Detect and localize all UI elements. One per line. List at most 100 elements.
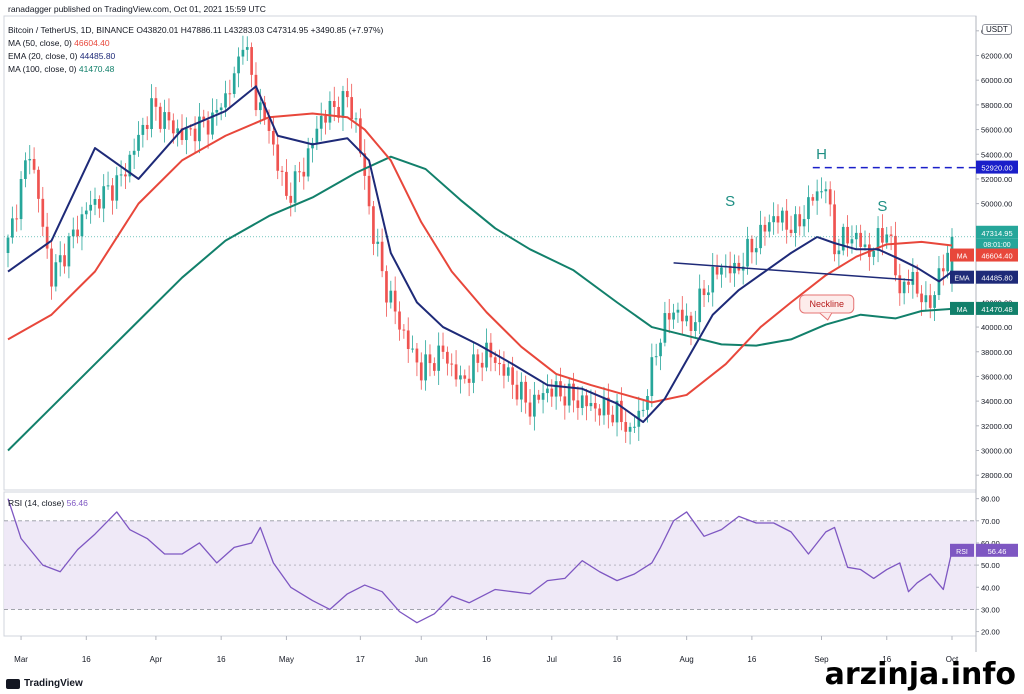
candle-body-34 <box>154 98 158 107</box>
candle-body-62 <box>276 144 280 171</box>
candle-body-33 <box>150 98 153 130</box>
candle-body-36 <box>163 112 166 129</box>
candle-body-72 <box>319 115 323 129</box>
candle-body-195 <box>854 232 858 240</box>
candle-body-101 <box>446 351 449 364</box>
candle-body-180 <box>789 229 793 234</box>
candle-body-22 <box>102 186 106 209</box>
candle-body-199 <box>872 250 876 257</box>
candle-body-12 <box>58 255 62 263</box>
candle-body-96 <box>424 354 427 381</box>
x-tick-label-8: Jul <box>547 655 557 664</box>
candle-body-92 <box>406 330 410 350</box>
legend-rsi-label: RSI (14, close) <box>8 498 65 508</box>
candle-body-111 <box>489 342 493 358</box>
candle-body-52 <box>232 73 236 94</box>
candle-body-116 <box>511 367 514 385</box>
head-annotation: H <box>816 146 827 163</box>
candle-body-65 <box>289 195 293 203</box>
ema20-badge-tag-bg <box>950 270 974 284</box>
candle-body-120 <box>528 402 532 417</box>
candle-body-192 <box>841 226 845 251</box>
candle-body-104 <box>459 375 462 380</box>
neckline-callout-tail <box>819 312 833 321</box>
candle-body-193 <box>846 226 849 244</box>
currency-button[interactable]: USDT <box>982 24 1012 35</box>
candle-body-105 <box>463 375 467 379</box>
x-tick-label-4: May <box>279 655 294 664</box>
candle-body-80 <box>354 118 358 120</box>
legend-ma50: MA (50, close, 0) 46604.40 <box>8 38 110 48</box>
last-price-badge-value: 47314.95 <box>981 229 1012 238</box>
candle-body-184 <box>807 197 810 220</box>
price-tick-label-15: 58000.00 <box>981 101 1012 110</box>
candle-body-86 <box>380 241 384 272</box>
candle-body-85 <box>376 241 380 244</box>
price-tick-label-12: 52000.00 <box>981 175 1012 184</box>
price-tick-label-1: 30000.00 <box>981 447 1012 456</box>
candle-body-130 <box>572 383 575 401</box>
candle-body-103 <box>454 364 458 380</box>
candle-body-26 <box>119 174 123 176</box>
candle-body-167 <box>733 262 736 274</box>
last-price-badge-sub: 08:01:00 <box>983 242 1010 249</box>
ma100-badge-value: 41470.48 <box>981 305 1012 314</box>
candle-body-160 <box>702 288 706 296</box>
candle-body-91 <box>402 329 406 331</box>
ma50-line <box>7 112 953 404</box>
ma50-badge-value: 46604.40 <box>981 252 1012 261</box>
candle-body-14 <box>67 236 71 267</box>
candle-body-152 <box>667 313 671 320</box>
candle-body-203 <box>889 234 893 236</box>
candle-body-158 <box>693 322 697 331</box>
candle-body-164 <box>720 267 723 275</box>
candle-body-78 <box>345 91 349 98</box>
candle-body-51 <box>228 93 232 95</box>
candle-body-121 <box>533 394 536 417</box>
candle-body-73 <box>324 115 327 123</box>
publisher-line: ranadagger published on TradingView.com,… <box>8 4 266 14</box>
candle-body-57 <box>254 74 258 111</box>
candle-body-54 <box>241 49 245 57</box>
candle-body-88 <box>389 290 393 303</box>
candle-body-28 <box>128 154 132 177</box>
x-tick-label-3: 16 <box>217 655 226 664</box>
candle-body-87 <box>385 271 388 303</box>
tradingview-brand[interactable]: TradingView <box>6 678 83 689</box>
candle-body-157 <box>689 315 693 331</box>
candle-body-123 <box>541 393 545 400</box>
candle-body-132 <box>580 395 584 408</box>
candle-body-84 <box>372 206 375 244</box>
candle-body-94 <box>415 348 419 363</box>
candle-body-8 <box>41 198 45 227</box>
neckline-annotation: Neckline <box>809 299 844 309</box>
candle-body-188 <box>824 189 828 192</box>
candle-body-64 <box>285 171 288 196</box>
candle-body-15 <box>71 229 75 237</box>
candle-body-0 <box>6 237 10 253</box>
candle-body-190 <box>833 204 836 255</box>
candle-body-175 <box>767 222 771 232</box>
ma50-badge-tag: MA <box>957 254 968 261</box>
candle-body-24 <box>111 185 114 201</box>
candle-body-179 <box>785 210 789 230</box>
legend-ema20: EMA (20, close, 0) 44485.80 <box>8 51 115 61</box>
candle-body-100 <box>441 345 445 352</box>
candle-body-134 <box>589 402 593 407</box>
candle-body-154 <box>676 309 680 313</box>
candle-body-81 <box>359 118 362 154</box>
candle-body-113 <box>498 362 501 365</box>
candle-body-7 <box>37 169 40 199</box>
candle-body-131 <box>576 400 580 408</box>
candle-body-168 <box>737 262 741 271</box>
candle-body-90 <box>398 311 401 330</box>
candle-body-89 <box>393 290 397 312</box>
candle-body-143 <box>628 426 632 432</box>
candle-body-32 <box>145 124 149 130</box>
candle-body-142 <box>624 422 628 432</box>
legend-ma50-value: 46604.40 <box>74 38 110 48</box>
candle-body-128 <box>563 396 567 406</box>
candle-body-129 <box>567 383 571 406</box>
candle-body-172 <box>754 248 758 253</box>
